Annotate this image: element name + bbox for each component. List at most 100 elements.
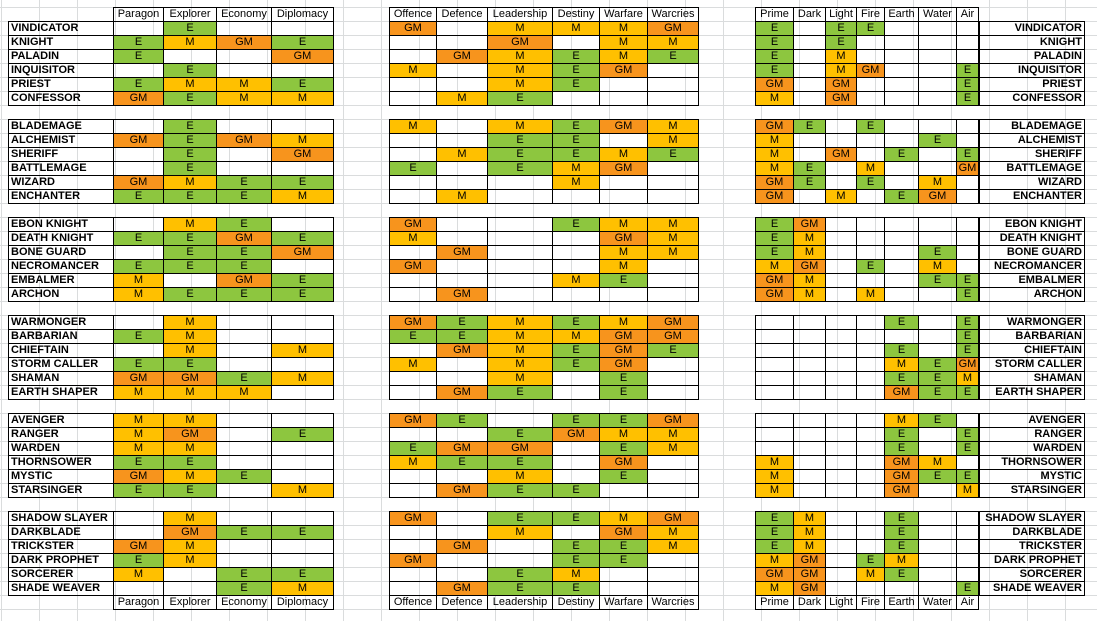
skill-cell[interactable]: GM — [825, 77, 857, 92]
skill-cell[interactable] — [793, 343, 826, 358]
skill-cell[interactable] — [647, 91, 699, 106]
skill-cell[interactable] — [918, 147, 957, 162]
skill-cell[interactable] — [216, 413, 272, 428]
skill-cell[interactable] — [487, 553, 553, 568]
skill-cell[interactable]: E — [163, 231, 217, 246]
skill-cell[interactable]: E — [884, 567, 919, 582]
skill-cell[interactable]: M — [487, 77, 553, 92]
skill-cell[interactable]: E — [163, 21, 217, 36]
skill-cell[interactable]: E — [599, 553, 648, 568]
skill-cell[interactable] — [271, 539, 334, 554]
skill-cell[interactable]: E — [884, 511, 919, 526]
skill-cell[interactable]: E — [113, 357, 164, 372]
skill-cell[interactable]: M — [793, 525, 826, 540]
skill-cell[interactable]: M — [856, 161, 885, 176]
skill-cell[interactable] — [271, 259, 334, 274]
skill-cell[interactable] — [647, 371, 699, 386]
skill-cell[interactable]: E — [163, 189, 217, 204]
skill-cell[interactable]: E — [755, 63, 794, 78]
skill-cell[interactable]: M — [825, 49, 857, 64]
skill-cell[interactable] — [918, 539, 957, 554]
skill-cell[interactable]: GM — [389, 217, 437, 232]
skill-cell[interactable] — [918, 315, 957, 330]
skill-cell[interactable]: GM — [599, 343, 648, 358]
skill-cell[interactable]: M — [163, 329, 217, 344]
skill-cell[interactable] — [389, 567, 437, 582]
skill-cell[interactable] — [793, 77, 826, 92]
skill-cell[interactable]: E — [956, 441, 979, 456]
skill-cell[interactable] — [113, 21, 164, 36]
skill-cell[interactable]: E — [552, 133, 600, 148]
skill-cell[interactable]: E — [552, 511, 600, 526]
skill-cell[interactable] — [856, 511, 885, 526]
skill-cell[interactable] — [216, 441, 272, 456]
skill-cell[interactable]: M — [487, 329, 553, 344]
skill-cell[interactable]: E — [163, 455, 217, 470]
skill-cell[interactable] — [793, 147, 826, 162]
skill-cell[interactable] — [918, 287, 957, 302]
skill-cell[interactable] — [793, 413, 826, 428]
skill-cell[interactable]: E — [163, 259, 217, 274]
skill-cell[interactable]: M — [918, 175, 957, 190]
skill-cell[interactable]: E — [884, 539, 919, 554]
skill-cell[interactable]: GM — [647, 329, 699, 344]
skill-cell[interactable]: M — [599, 427, 648, 442]
skill-cell[interactable] — [825, 413, 857, 428]
skill-cell[interactable] — [755, 413, 794, 428]
skill-cell[interactable]: M — [163, 35, 217, 50]
skill-cell[interactable]: E — [487, 581, 553, 596]
skill-cell[interactable] — [793, 357, 826, 372]
skill-cell[interactable] — [884, 63, 919, 78]
skill-cell[interactable]: E — [216, 287, 272, 302]
skill-cell[interactable] — [884, 259, 919, 274]
skill-cell[interactable] — [271, 315, 334, 330]
skill-cell[interactable]: E — [113, 259, 164, 274]
skill-cell[interactable] — [216, 483, 272, 498]
skill-cell[interactable] — [856, 189, 885, 204]
skill-cell[interactable] — [884, 329, 919, 344]
skill-cell[interactable]: M — [755, 161, 794, 176]
skill-cell[interactable]: E — [599, 273, 648, 288]
skill-cell[interactable]: GM — [552, 427, 600, 442]
skill-cell[interactable] — [216, 49, 272, 64]
skill-cell[interactable] — [884, 231, 919, 246]
skill-cell[interactable] — [599, 483, 648, 498]
skill-cell[interactable]: E — [552, 483, 600, 498]
skill-cell[interactable]: M — [487, 21, 553, 36]
skill-cell[interactable] — [487, 273, 553, 288]
skill-cell[interactable]: E — [755, 511, 794, 526]
skill-cell[interactable] — [389, 427, 437, 442]
skill-cell[interactable]: M — [884, 413, 919, 428]
skill-cell[interactable] — [856, 357, 885, 372]
skill-cell[interactable] — [793, 91, 826, 106]
skill-cell[interactable]: E — [163, 357, 217, 372]
skill-cell[interactable] — [647, 77, 699, 92]
skill-cell[interactable] — [436, 357, 488, 372]
skill-cell[interactable]: M — [552, 567, 600, 582]
skill-cell[interactable] — [436, 273, 488, 288]
skill-cell[interactable] — [825, 511, 857, 526]
skill-cell[interactable]: E — [552, 147, 600, 162]
skill-cell[interactable] — [552, 189, 600, 204]
skill-cell[interactable] — [216, 357, 272, 372]
skill-cell[interactable]: M — [599, 35, 648, 50]
skill-cell[interactable]: GM — [793, 581, 826, 596]
skill-cell[interactable] — [856, 483, 885, 498]
skill-cell[interactable]: E — [113, 189, 164, 204]
skill-cell[interactable]: E — [436, 413, 488, 428]
skill-cell[interactable]: GM — [755, 287, 794, 302]
skill-cell[interactable] — [856, 413, 885, 428]
skill-cell[interactable] — [825, 385, 857, 400]
skill-cell[interactable]: GM — [436, 287, 488, 302]
skill-cell[interactable] — [552, 455, 600, 470]
skill-cell[interactable]: E — [163, 119, 217, 134]
skill-cell[interactable]: E — [918, 469, 957, 484]
skill-cell[interactable] — [487, 539, 553, 554]
skill-cell[interactable] — [647, 483, 699, 498]
skill-cell[interactable]: M — [216, 91, 272, 106]
skill-cell[interactable]: E — [271, 427, 334, 442]
skill-cell[interactable]: GM — [271, 147, 334, 162]
skill-cell[interactable]: GM — [216, 231, 272, 246]
skill-cell[interactable]: E — [436, 329, 488, 344]
skill-cell[interactable] — [956, 413, 979, 428]
